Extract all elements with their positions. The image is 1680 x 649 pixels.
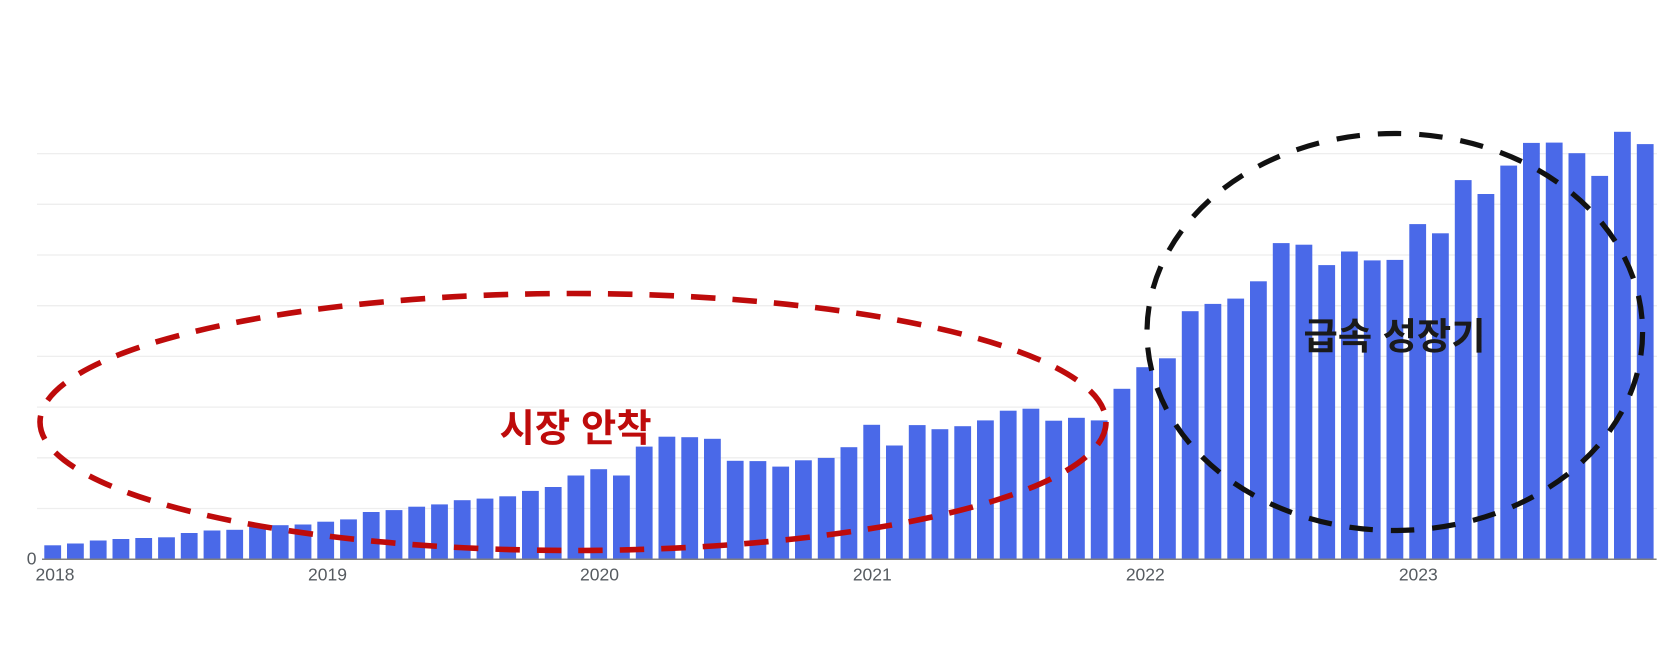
svg-text:2021: 2021 xyxy=(853,565,892,585)
svg-text:2023: 2023 xyxy=(1399,565,1438,585)
svg-text:2018: 2018 xyxy=(36,565,75,585)
svg-text:2019: 2019 xyxy=(308,565,347,585)
svg-text:2020: 2020 xyxy=(580,565,619,585)
svg-text:2022: 2022 xyxy=(1126,565,1165,585)
svg-text:0: 0 xyxy=(27,549,37,569)
